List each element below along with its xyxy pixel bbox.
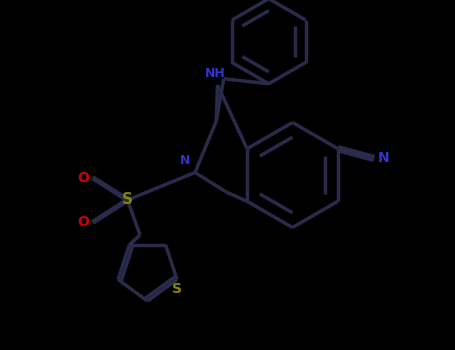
Text: S: S — [172, 282, 182, 296]
Text: O: O — [77, 216, 90, 230]
Text: N: N — [378, 152, 390, 166]
Text: NH: NH — [205, 67, 225, 80]
Text: S: S — [122, 193, 133, 208]
Text: N: N — [180, 154, 190, 168]
Text: O: O — [77, 170, 90, 184]
